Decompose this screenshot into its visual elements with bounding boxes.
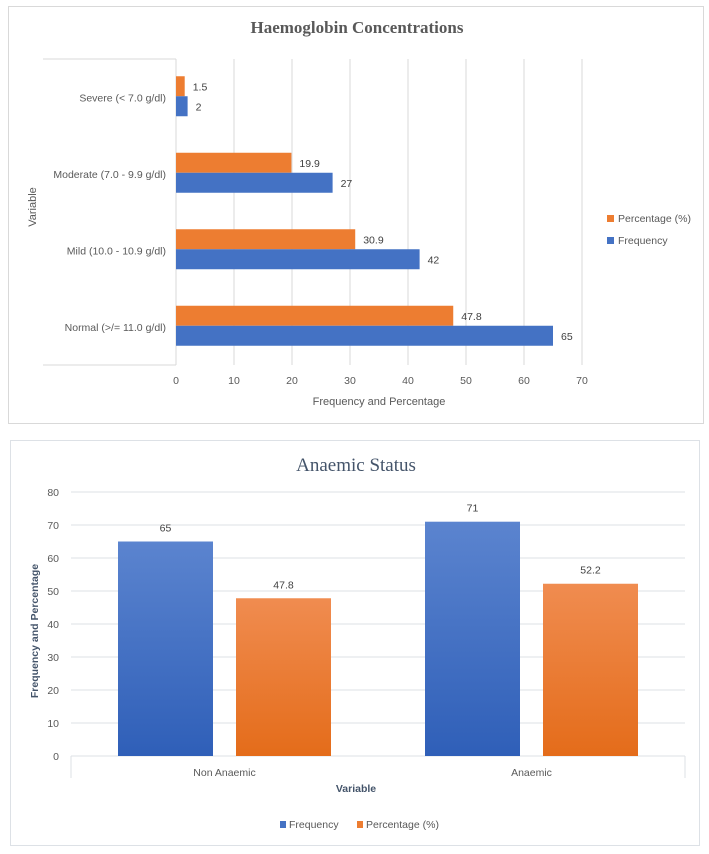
bar-percentage	[176, 152, 292, 173]
legend-label-frequency: Frequency	[289, 819, 339, 831]
bar-percentage	[176, 76, 185, 97]
data-label: 19.9	[299, 158, 320, 170]
bar-frequency	[176, 325, 553, 346]
y-tick-label: 80	[47, 487, 59, 499]
y-tick-label: 30	[47, 652, 59, 664]
data-label: 52.2	[580, 565, 601, 577]
y-tick-label: 40	[47, 619, 59, 631]
y-tick-label: 20	[47, 685, 59, 697]
y-tick-label: 10	[47, 718, 59, 730]
bar-frequency	[176, 172, 333, 193]
bar-percentage	[176, 305, 454, 326]
data-label: 30.9	[363, 234, 384, 246]
category-label: Mild (10.0 - 10.9 g/dl)	[67, 245, 166, 257]
category-label: Non Anaemic	[193, 767, 255, 779]
bar-frequency	[118, 541, 213, 756]
legend-swatch-percentage	[607, 215, 614, 222]
haemoglobin-chart-panel: Haemoglobin Concentrations 1.5 2 19.9 27 30.…	[8, 6, 704, 424]
data-label: 47.8	[461, 311, 482, 323]
bar-percentage	[543, 583, 638, 756]
category-label: Moderate (7.0 - 9.9 g/dl)	[53, 169, 166, 181]
haemoglobin-chart: Haemoglobin Concentrations 1.5 2 19.9 27 30.…	[27, 18, 691, 408]
legend-label-frequency: Frequency	[618, 235, 668, 247]
bar-percentage	[176, 229, 356, 250]
chart-title: Anaemic Status	[296, 455, 416, 476]
legend-swatch-percentage	[357, 821, 363, 828]
data-label: 65	[561, 331, 573, 343]
y-tick-label: 70	[47, 520, 59, 532]
category-label: Severe (< 7.0 g/dl)	[79, 92, 166, 104]
legend: Frequency Percentage (%)	[280, 819, 439, 831]
legend-swatch-frequency	[280, 821, 286, 828]
bar-frequency	[176, 96, 188, 117]
anaemic-status-chart-panel: Anaemic Status 65 47.8 71 52.2 0 10 20 30 40 50 6…	[10, 440, 700, 846]
legend: Percentage (%) Frequency	[607, 213, 691, 247]
x-tick-label: 20	[286, 375, 298, 387]
legend-label-percentage: Percentage (%)	[618, 213, 691, 225]
data-label: 65	[160, 523, 172, 535]
y-tick-label: 0	[53, 751, 59, 763]
data-label: 2	[196, 101, 202, 113]
x-tick-label: 70	[576, 375, 588, 387]
chart-title: Haemoglobin Concentrations	[251, 18, 464, 37]
category-label: Normal (>/= 11.0 g/dl)	[65, 322, 166, 334]
legend-swatch-frequency	[607, 237, 614, 244]
data-label: 1.5	[193, 81, 208, 93]
x-tick-label: 10	[228, 375, 240, 387]
data-label: 71	[467, 503, 479, 515]
x-tick-label: 0	[173, 375, 179, 387]
x-tick-label: 40	[402, 375, 414, 387]
category-label: Anaemic	[511, 767, 552, 779]
legend-label-percentage: Percentage (%)	[366, 819, 439, 831]
bar-percentage	[236, 598, 331, 756]
y-axis-title: Variable	[27, 187, 39, 227]
x-tick-label: 60	[518, 375, 530, 387]
y-tick-label: 60	[47, 553, 59, 565]
bar-frequency	[176, 249, 420, 270]
y-axis-title: Frequency and Percentage	[29, 564, 41, 698]
y-tick-label: 50	[47, 586, 59, 598]
x-tick-label: 50	[460, 375, 472, 387]
anaemic-status-chart: Anaemic Status 65 47.8 71 52.2 0 10 20 30 40 50 6…	[29, 455, 686, 831]
data-label: 47.8	[273, 579, 294, 591]
x-axis-title: Frequency and Percentage	[313, 396, 446, 408]
data-label: 42	[428, 254, 440, 266]
data-label: 27	[341, 178, 353, 190]
bar-frequency	[425, 521, 520, 756]
x-axis-title: Variable	[336, 783, 376, 795]
x-tick-label: 30	[344, 375, 356, 387]
